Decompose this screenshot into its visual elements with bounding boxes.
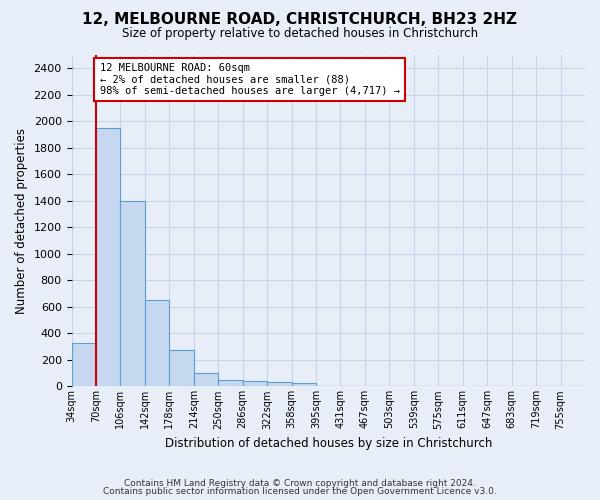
Bar [292,384,316,386]
Bar [218,380,242,386]
Bar [145,300,169,386]
Y-axis label: Number of detached properties: Number of detached properties [15,128,28,314]
Bar [121,201,145,386]
X-axis label: Distribution of detached houses by size in Christchurch: Distribution of detached houses by size … [164,437,492,450]
Text: Size of property relative to detached houses in Christchurch: Size of property relative to detached ho… [122,28,478,40]
Text: 12 MELBOURNE ROAD: 60sqm
← 2% of detached houses are smaller (88)
98% of semi-de: 12 MELBOURNE ROAD: 60sqm ← 2% of detache… [100,63,400,96]
Bar [242,381,267,386]
Text: Contains HM Land Registry data © Crown copyright and database right 2024.: Contains HM Land Registry data © Crown c… [124,478,476,488]
Text: 12, MELBOURNE ROAD, CHRISTCHURCH, BH23 2HZ: 12, MELBOURNE ROAD, CHRISTCHURCH, BH23 2… [83,12,517,28]
Bar [96,128,121,386]
Bar [194,373,218,386]
Bar [71,344,96,386]
Bar [169,350,194,387]
Text: Contains public sector information licensed under the Open Government Licence v3: Contains public sector information licen… [103,487,497,496]
Bar [267,382,292,386]
